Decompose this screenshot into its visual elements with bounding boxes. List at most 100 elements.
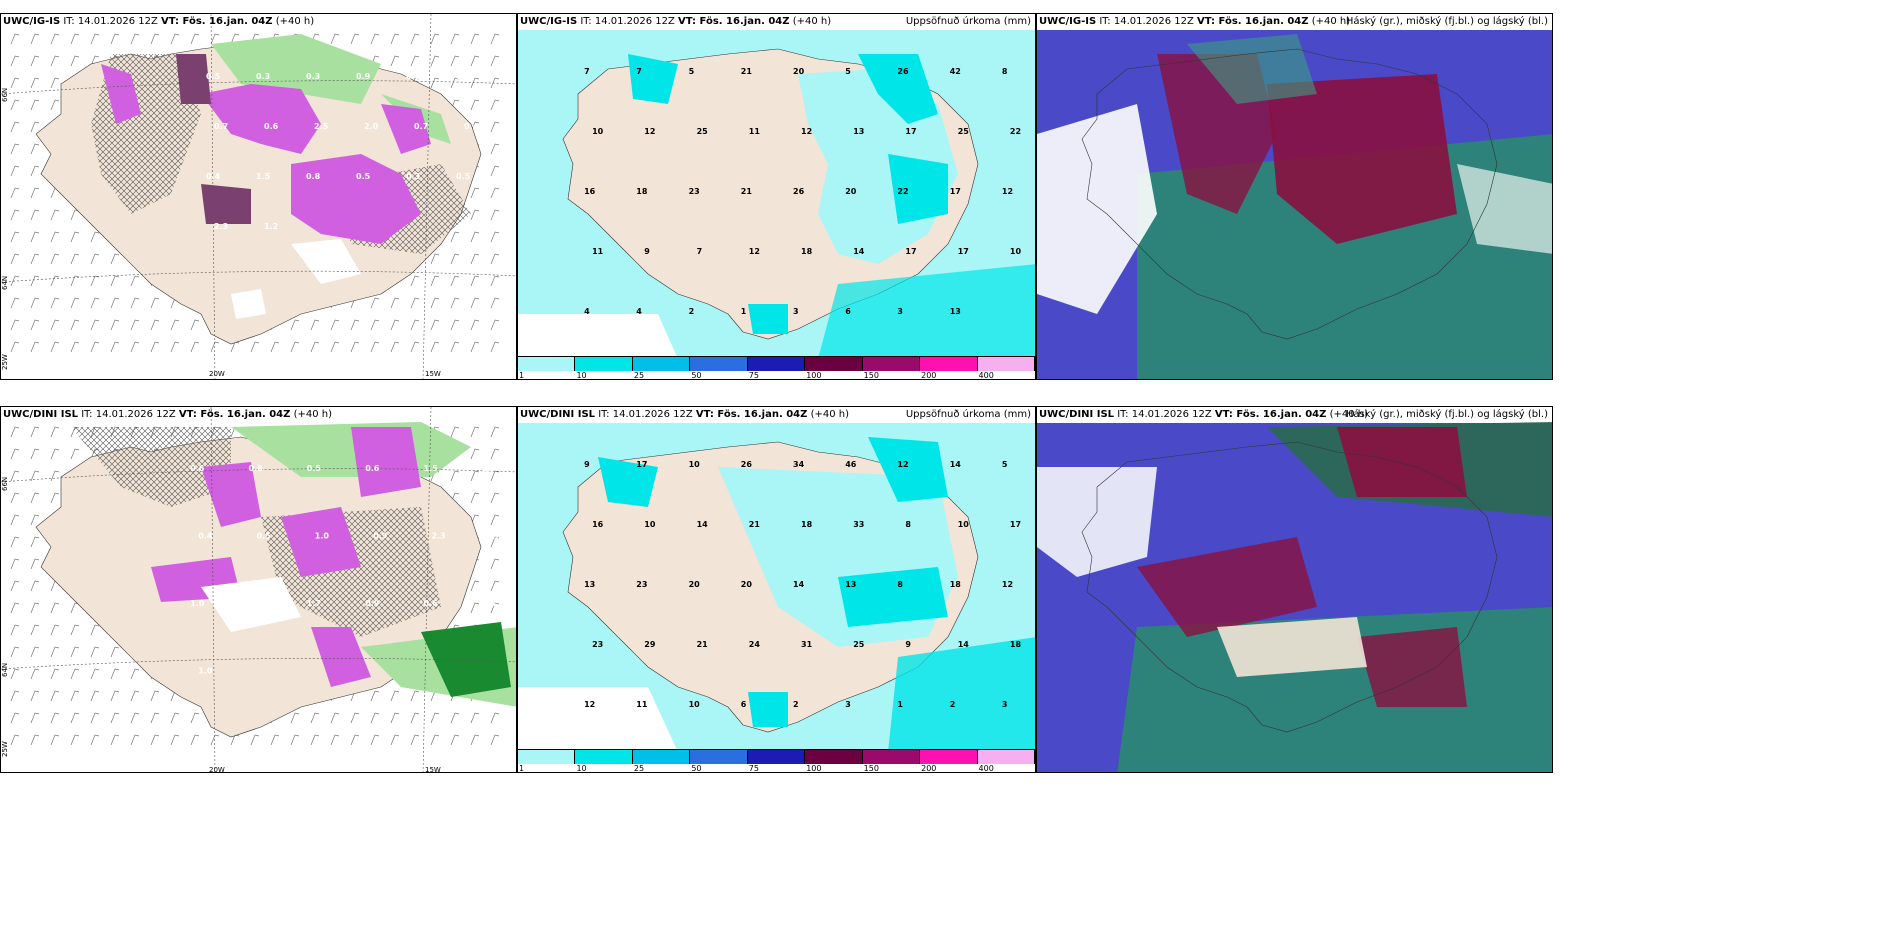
wind-barb <box>10 143 20 155</box>
wind-barb <box>10 536 20 548</box>
value-label: 42 <box>950 67 961 76</box>
wind-barb <box>10 33 20 45</box>
colorbar-swatch <box>518 750 576 764</box>
wind-barb <box>30 341 40 353</box>
wind-barb <box>90 734 100 746</box>
wind-barb <box>470 319 480 331</box>
value-label: 11 <box>636 700 648 709</box>
wind-barb <box>10 275 20 287</box>
value-label: 0.5 <box>456 172 471 181</box>
value-label: 0.4 <box>206 172 221 181</box>
wind-barb <box>430 275 440 287</box>
wind-barb <box>350 734 360 746</box>
wind-barb <box>450 231 460 243</box>
wind-barb <box>30 470 40 482</box>
wind-barb <box>370 297 380 309</box>
value-label: 0.9 <box>373 531 388 540</box>
panel-title: Háský (gr.), miðský (fj.bl.) og lágský (… <box>1345 16 1548 27</box>
wind-barb <box>470 734 480 746</box>
map-clouds <box>1037 422 1552 772</box>
wind-barb <box>470 209 480 221</box>
value-label: 18 <box>801 247 813 256</box>
wind-barb <box>430 734 440 746</box>
value-label: 12 <box>584 700 595 709</box>
wind-barb <box>90 253 100 265</box>
wind-barb <box>150 297 160 309</box>
value-label: 17 <box>636 460 647 469</box>
value-label: 2 <box>793 700 799 709</box>
wind-barb <box>70 275 80 287</box>
wind-barb <box>110 690 120 702</box>
wind-barb <box>470 426 480 438</box>
wind-barb <box>50 253 60 265</box>
wind-barb <box>10 253 20 265</box>
wind-barb <box>110 319 120 331</box>
wind-barb <box>490 319 500 331</box>
wind-barb <box>150 712 160 724</box>
value-label: 20 <box>689 580 701 589</box>
value-label: 10 <box>689 460 701 469</box>
wind-barb <box>30 536 40 548</box>
wind-barb <box>430 319 440 331</box>
value-label: 1.0 <box>198 666 213 675</box>
wind-barb <box>410 712 420 724</box>
colorbar-tick: 100 <box>806 371 822 380</box>
wind-barb <box>490 536 500 548</box>
wind-barb <box>170 319 180 331</box>
wind-barb <box>130 734 140 746</box>
panel-precip-ig: UWC/IG-IS IT: 14.01.2026 12Z VT: Fös. 16… <box>517 13 1036 380</box>
wind-barb <box>290 734 300 746</box>
wind-barb <box>490 341 500 353</box>
wind-barb <box>470 712 480 724</box>
wind-barb <box>350 712 360 724</box>
wind-barb <box>70 33 80 45</box>
wind-barb <box>470 275 480 287</box>
wind-barb <box>50 99 60 111</box>
colorbar: 1 10 25 50 75 100 150 200 400 <box>518 356 1035 379</box>
wind-barb <box>490 602 500 614</box>
wind-barb <box>390 33 400 45</box>
wind-barb <box>390 690 400 702</box>
wind-barb <box>470 448 480 460</box>
value-label: 3 <box>793 307 799 316</box>
value-label: 2.3 <box>214 222 228 231</box>
wind-barb <box>490 712 500 724</box>
wind-barb <box>350 341 360 353</box>
wind-barb <box>30 602 40 614</box>
wind-barb <box>490 165 500 177</box>
wind-barb <box>470 580 480 592</box>
wind-barb <box>70 319 80 331</box>
wind-barb <box>250 341 260 353</box>
wind-barb <box>110 734 120 746</box>
wind-barb <box>470 253 480 265</box>
lon-label: 25W <box>1 354 9 370</box>
value-label: 26 <box>741 460 753 469</box>
value-label: 12 <box>749 247 760 256</box>
wind-barb <box>30 55 40 67</box>
wind-barb <box>50 690 60 702</box>
wind-barb <box>410 55 420 67</box>
wind-barb <box>110 646 120 658</box>
value-labels: 0.6 0.8 0.5 0.6 1.5 2.3 0.4 0.5 1.0 0.9 2.3 1.1 1.0 1… <box>190 464 504 676</box>
wind-barb <box>10 165 20 177</box>
colorbar-tick: 150 <box>863 764 879 773</box>
wind-barb <box>310 712 320 724</box>
wind-barb <box>130 712 140 724</box>
value-label: 1.5 <box>256 172 271 181</box>
wind-barb <box>470 492 480 504</box>
lon-label: 15W <box>425 766 441 773</box>
value-label: 17 <box>958 247 969 256</box>
value-label: 0.7 <box>214 122 228 131</box>
wind-barb <box>230 33 240 45</box>
map-wind-snow: 66N 64N 25W 20W 15W 0.6 0.8 0.5 0.6 1.5 2.30.… <box>1 407 516 773</box>
wind-barb <box>190 734 200 746</box>
wind-barb <box>110 275 120 287</box>
value-label: 2.5 <box>314 122 329 131</box>
value-label: 25 <box>697 127 709 136</box>
wind-barb <box>450 712 460 724</box>
value-label: 17 <box>905 247 916 256</box>
wind-barb <box>470 77 480 89</box>
colorbar-swatch <box>920 357 978 371</box>
